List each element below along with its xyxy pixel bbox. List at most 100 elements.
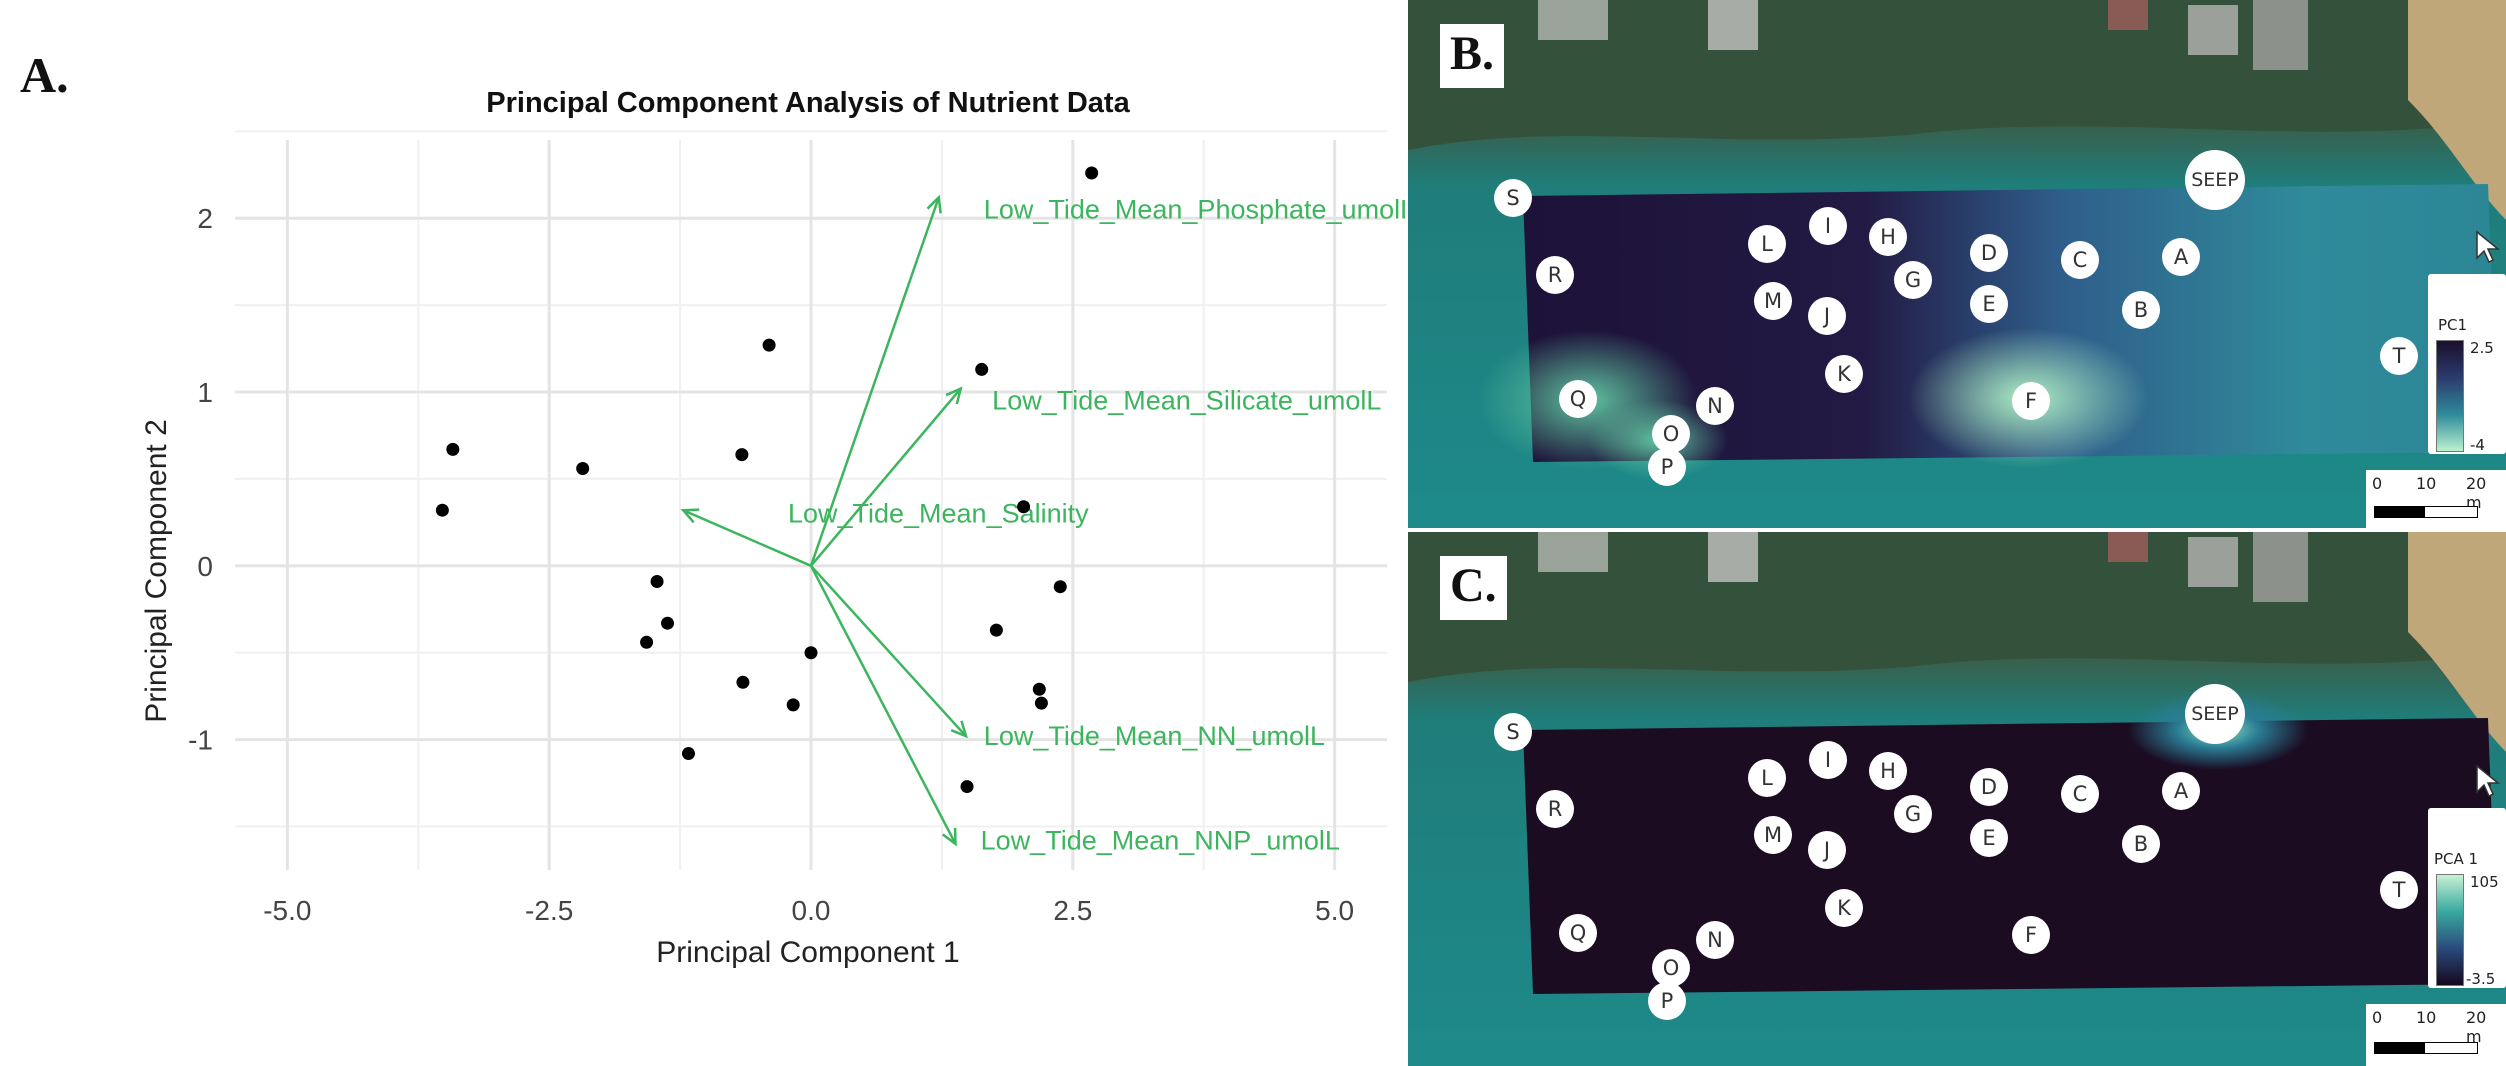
color-legend-b: PC1 2.5 -4 [2428,274,2506,454]
panel-label-a: A. [20,47,69,103]
loading-arrow-head [926,194,942,214]
score-point [650,574,664,588]
legend-min-c: -3.5 [2466,970,2496,988]
site-marker-q: Q [1559,380,1597,418]
loading-label: Low_Tide_Mean_Silicate_umolL [992,386,1381,416]
pca1-map: C. S R L I H D C A M J G E B K F Q N O P… [1408,532,2506,1066]
site-marker-seep: SEEP [2185,684,2245,744]
site-marker-f: F [2012,916,2050,954]
loading-arrow-line [810,564,967,738]
loading-arrow-head [941,827,957,847]
site-marker-m: M [1754,282,1792,320]
score-point [446,442,460,456]
score-points [435,166,1099,794]
site-marker-n: N [1696,387,1734,425]
site-marker-q: Q [1559,914,1597,952]
site-marker-i: I [1809,741,1847,779]
site-marker-e: E [1970,819,2008,857]
site-marker-d: D [1970,768,2008,806]
pca-biplot: Principal Component Analysis of Nutrient… [140,87,1405,969]
site-marker-r: R [1536,790,1574,828]
x-tick-label: -5.0 [263,895,311,926]
site-marker-h: H [1869,218,1907,256]
site-marker-l: L [1748,759,1786,797]
score-point [576,462,590,475]
legend-max-c: 105 [2470,873,2499,891]
score-point [1053,580,1067,594]
legend-title-c: PCA 1 [2434,850,2479,868]
score-point [1032,682,1046,696]
x-tick-label: 2.5 [1053,895,1092,926]
color-legend-c: PCA 1 105 -3.5 [2428,808,2506,988]
scale-label-20m: 20 m [2466,1008,2487,1046]
loading-label: Low_Tide_Mean_NN_umolL [984,721,1325,751]
site-marker-seep: SEEP [2185,150,2245,210]
loading-arrows: Low_Tide_Mean_Phosphate_umolL Low_Tide_Me… [680,194,1405,855]
legend-max-b: 2.5 [2470,339,2494,357]
chart-title: Principal Component Analysis of Nutrient… [486,87,1130,119]
site-marker-n: N [1696,921,1734,959]
score-point [989,623,1003,637]
score-point [786,698,800,712]
site-marker-o: O [1652,415,1690,453]
score-point [1034,696,1048,710]
site-marker-g: G [1894,261,1932,299]
y-axis-label: Principal Component 2 [140,419,173,723]
site-marker-e: E [1970,285,2008,323]
score-point [975,362,989,376]
cursor-arrow-icon [2476,764,2501,798]
site-marker-a: A [2162,772,2200,810]
site-marker-a: A [2162,238,2200,276]
site-marker-b: B [2122,291,2160,329]
y-tick-label: 1 [197,377,213,408]
site-marker-g: G [1894,795,1932,833]
x-tick-label: 5.0 [1315,895,1354,926]
loading-arrow-line [682,509,812,567]
site-marker-s: S [1494,713,1532,751]
site-marker-c: C [2061,241,2099,279]
x-tick-label: 0.0 [792,895,831,926]
loading-arrow-line [809,196,940,567]
y-tick-labels: -1 0 1 2 [188,203,213,755]
scale-label-0: 0 [2372,1008,2383,1027]
x-tick-label: -2.5 [525,895,573,926]
score-point [1017,500,1031,514]
legend-colorbar-c [2436,874,2464,986]
x-tick-labels: -5.0 -2.5 0.0 2.5 5.0 [263,895,1354,926]
score-point [661,616,675,630]
scale-bar-c: 0 10 20 m [2366,1004,2506,1066]
scale-label-10: 10 [2416,1008,2437,1027]
loading-label: Low_Tide_Mean_Salinity [788,499,1089,529]
legend-colorbar-b [2436,340,2464,452]
loading-arrow-line [809,565,957,845]
panel-label-b: B. [1440,24,1505,88]
legend-min-b: -4 [2470,436,2485,454]
score-point [681,747,695,761]
loading-arrow-line [810,387,962,567]
pc1-map: B. S R L I H D C A M J G E B K F Q N O P… [1408,0,2506,528]
site-marker-s: S [1494,179,1532,217]
site-marker-j: J [1808,297,1846,335]
site-marker-k: K [1825,889,1863,927]
site-marker-k: K [1825,355,1863,393]
loading-arrow-head [950,720,968,739]
y-tick-label: 0 [197,551,213,582]
site-marker-o: O [1652,949,1690,987]
scale-label-0: 0 [2372,474,2383,493]
site-marker-t: T [2380,337,2418,375]
site-marker-j: J [1808,831,1846,869]
loading-label: Low_Tide_Mean_NNP_umolL [981,825,1340,855]
site-marker-b: B [2122,825,2160,863]
site-marker-l: L [1748,225,1786,263]
site-marker-m: M [1754,816,1792,854]
site-marker-r: R [1536,256,1574,294]
y-tick-label: -1 [188,725,213,756]
score-point [960,780,974,794]
loading-arrow-head [680,508,700,524]
score-point [762,338,776,352]
scale-label-10: 10 [2416,474,2437,493]
x-axis-label: Principal Component 1 [656,936,960,969]
score-point [435,503,449,517]
legend-title-b: PC1 [2438,316,2468,334]
loading-label: Low_Tide_Mean_Phosphate_umolL [984,195,1405,225]
